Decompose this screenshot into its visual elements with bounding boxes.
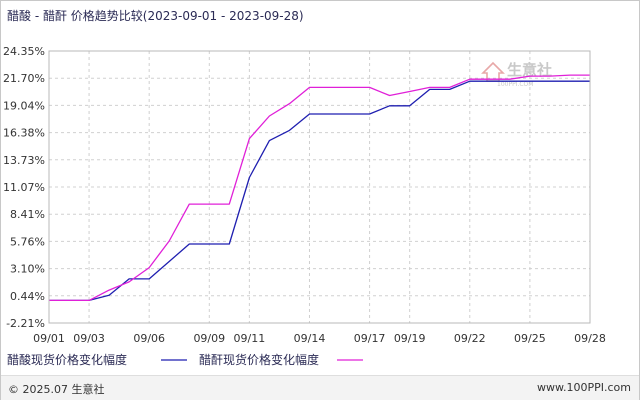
y-tick-label: 21.70%	[3, 72, 45, 85]
x-tick-label: 09/11	[234, 332, 266, 345]
x-tick-label: 09/19	[394, 332, 426, 345]
x-tick-label: 09/09	[193, 332, 225, 345]
legend-item-series-0[interactable]: 醋酸现货价格变化幅度	[7, 352, 187, 367]
watermark-text: 生意社	[507, 61, 552, 79]
y-tick-label: 13.73%	[3, 154, 45, 167]
series-line-0[interactable]	[49, 80, 590, 302]
x-tick-label: 09/28	[574, 332, 606, 345]
watermark: 生意社 100PPI.COM	[481, 61, 552, 88]
legend-label-series-1: 醋酐现货价格变化幅度	[199, 352, 319, 367]
x-tick-label: 09/06	[133, 332, 165, 345]
legend: 醋酸现货价格变化幅度 醋酐现货价格变化幅度	[7, 352, 363, 367]
x-tick-label: 09/22	[454, 332, 486, 345]
footer-bar: © 2025.07 生意社 www.100PPI.com	[1, 375, 639, 400]
y-tick-label: 16.38%	[3, 127, 45, 140]
legend-label-series-0: 醋酸现货价格变化幅度	[7, 352, 127, 367]
y-tick-label: 11.07%	[3, 181, 45, 194]
grid-lines	[49, 51, 590, 323]
watermark-logo-icon	[481, 61, 505, 82]
plot-area-border	[48, 50, 591, 324]
y-tick-label: 24.35%	[3, 45, 45, 58]
y-tick-label: 19.04%	[3, 99, 45, 112]
chart-title: 醋酸 - 醋酐 价格趋势比较(2023-09-01 - 2023-09-28)	[7, 8, 304, 23]
footer-site-link[interactable]: www.100PPI.com	[537, 381, 631, 394]
series-lines	[49, 74, 590, 302]
x-tick-label: 09/01	[33, 332, 65, 345]
x-axis-ticks: 09/01 09/03 09/06 09/09 09/11 09/14 09/17 09/19…	[33, 332, 606, 345]
y-axis-ticks: 24.35% 21.70% 19.04% 16.38% 13.73% 11.07% 8.41…	[3, 45, 45, 330]
series-line-1[interactable]	[49, 74, 590, 302]
x-tick-label: 09/03	[73, 332, 105, 345]
y-tick-label: 5.76%	[10, 235, 45, 248]
y-tick-label: -2.21%	[6, 317, 45, 330]
y-tick-label: 8.41%	[10, 208, 45, 221]
x-tick-label: 09/25	[514, 332, 546, 345]
legend-item-series-1[interactable]: 醋酐现货价格变化幅度	[199, 352, 363, 367]
watermark-subtext: 100PPI.COM	[497, 81, 533, 88]
footer-copyright: © 2025.07 生意社	[8, 383, 105, 396]
y-tick-label: 3.10%	[10, 263, 45, 276]
x-tick-label: 09/17	[354, 332, 386, 345]
x-tick-label: 09/14	[294, 332, 326, 345]
y-tick-label: 0.44%	[10, 290, 45, 303]
